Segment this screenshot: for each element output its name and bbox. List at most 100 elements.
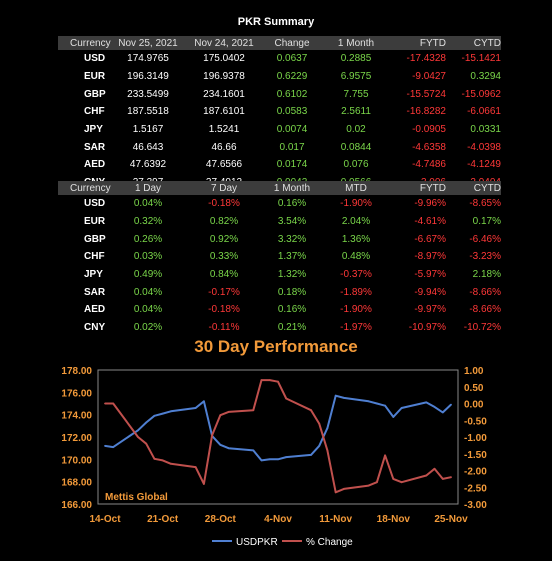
data-point [392,478,395,480]
data-point [343,397,345,399]
data-point [400,407,403,409]
value-cell: -9.0427 [412,71,446,83]
currency-code: EUR [84,71,106,83]
data-point [227,411,230,413]
table-row: EUR 196.3149 196.9378 0.6229 6.9575 -9.0427 0.… [58,68,501,86]
y-tick-right: 0.00 [464,400,484,411]
value-cell: -0.18% [208,304,240,316]
value-cell: -0.0905 [412,124,446,136]
data-point [277,380,279,383]
value-cell: 0.04% [133,286,163,298]
value-cell: -1.97% [340,322,372,334]
value-cell: 0.92% [209,233,239,245]
value-cell: -15.0962 [461,88,501,100]
y-tick-left: 166.00 [61,500,92,511]
currency-code: AED [84,304,106,316]
value-cell: 7.755 [343,88,369,100]
value-cell: 1.5167 [132,124,164,136]
table-row: JPY 1.5167 1.5241 0.0074 0.02 -0.0905 0.0331 [58,121,501,139]
data-point [161,412,164,415]
data-point [112,402,115,405]
value-cell: 1.5241 [208,124,240,136]
data-point [260,459,263,462]
x-tick-label: 28-Oct [205,514,237,525]
chart-title: 30 Day Performance [194,337,358,356]
currency-code: USD [84,53,106,65]
value-cell: 46.66 [211,141,237,153]
watermark-label: Mettis Global [105,492,168,503]
y-tick-left: 170.00 [61,455,92,466]
data-point [450,476,452,479]
value-cell: -9.96% [414,198,446,210]
value-cell: -8.66% [469,304,501,316]
value-cell: -6.67% [414,233,446,245]
data-point [450,403,452,406]
data-point [318,422,321,425]
value-cell: 0.84% [209,269,239,281]
value-cell: 6.9575 [340,71,372,83]
value-cell: 2.5611 [341,106,371,118]
value-cell: 0.0074 [276,124,308,136]
data-point [425,474,428,477]
value-cell: 3.32% [277,233,307,245]
currency-code: SAR [84,286,106,298]
column-header: FYTD [390,181,446,195]
data-point [441,411,444,414]
data-point [268,458,271,461]
value-cell: 234.1601 [203,88,245,100]
value-cell: 0.017 [279,141,305,153]
legend-label-usdpkr: USDPKR [236,537,278,548]
value-cell: 3.54% [277,216,307,228]
value-cell: 0.0637 [276,53,308,65]
data-point [137,436,139,438]
value-cell: 0.17% [472,216,501,228]
page-title: PKR Summary [237,16,315,28]
value-cell: 1.36% [341,233,371,245]
table-row: SAR 46.643 46.66 0.017 0.0844 -4.6358 -4.0398 [58,138,501,156]
value-cell: -8.66% [469,286,501,298]
value-cell: 0.18% [277,286,307,298]
data-point [384,404,386,407]
data-point [194,466,197,468]
value-cell: 0.04% [133,198,163,210]
data-point [104,445,106,447]
data-point [153,414,156,417]
value-cell: -0.17% [208,286,240,298]
table-row: GBP 0.26% 0.92% 3.32% 1.36% -6.67% -6.46% [58,230,501,248]
y-tick-left: 172.00 [61,433,92,444]
data-point [153,457,156,460]
table-row: USD 0.04% -0.18% 0.16% -1.90% -9.96% -8.65% [58,195,501,213]
column-header: Change [262,36,322,50]
performance-table: Currency 1 Day 7 Day 1 Month MTD FYTD CYTD USD… [58,181,501,337]
data-point [145,421,148,424]
data-point [277,458,279,461]
data-point [145,442,148,445]
value-cell: -1.89% [340,286,372,298]
value-cell: 0.03% [133,251,163,263]
value-cell: -9.94% [414,286,446,298]
column-header: 1 Month [322,36,390,50]
table-row: USD 174.9765 175.0402 0.0637 0.2885 -17.4328 -… [58,50,501,68]
value-cell: 0.6229 [276,71,308,83]
y-tick-left: 178.00 [61,366,92,377]
data-point [334,394,337,397]
value-cell: -1.90% [340,198,372,210]
series-line-usdpkr [104,394,452,462]
data-point [219,443,222,446]
data-point [441,478,444,480]
y-tick-right: -2.50 [464,483,487,494]
value-cell: -10.72% [463,322,501,334]
value-cell: -15.5724 [406,88,446,100]
data-point [104,402,106,405]
data-point [170,410,172,413]
value-cell: -6.0661 [467,106,501,118]
currency-code: JPY [84,269,103,281]
value-cell: 47.6566 [205,159,243,171]
data-point [326,449,329,452]
value-cell: 0.48% [341,251,371,263]
y-tick-right: -2.00 [464,467,487,478]
data-point [161,459,164,462]
y-tick-left: 176.00 [61,388,92,399]
series-line-pct-change [105,379,452,494]
value-cell: 0.16% [277,304,307,316]
